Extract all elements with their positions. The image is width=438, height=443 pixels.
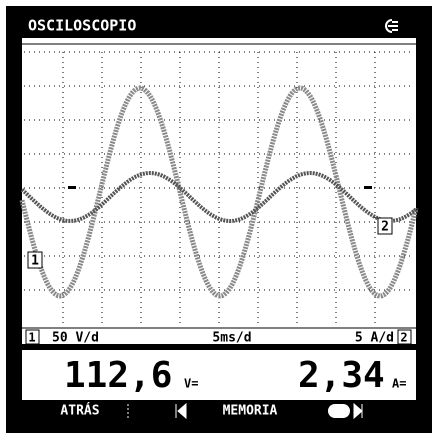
trace-1-box — [27, 251, 43, 269]
trigger-marker — [68, 186, 76, 189]
plug-icon — [385, 19, 398, 33]
current-reading: 2,34 — [298, 355, 385, 396]
readings-panel — [22, 350, 416, 400]
ch2-box — [397, 329, 412, 345]
menu-memory[interactable]: MEMORIA — [223, 404, 278, 419]
trigger-marker — [364, 186, 372, 189]
voltage-trace — [19, 85, 419, 299]
grid — [24, 51, 414, 324]
current-unit: A= — [392, 377, 406, 391]
voltage-unit: V= — [184, 377, 198, 391]
time-per-div: 5ms/d — [212, 331, 251, 346]
voltage-reading: 112,6 — [64, 355, 172, 396]
next-icon[interactable] — [353, 402, 363, 420]
memory-slot-icon — [328, 404, 350, 418]
ch2-label: 2 — [400, 331, 407, 345]
amps-per-div: 5 A/d — [355, 331, 394, 346]
current-trace — [20, 170, 418, 224]
ch1-label: 1 — [28, 331, 35, 345]
screen-title: OSCILOSCOPIO — [28, 17, 136, 35]
trace-2-box — [377, 217, 393, 235]
trace-2-label: 2 — [381, 220, 389, 235]
menu-back[interactable]: ATRÁS — [60, 403, 99, 419]
volts-per-div: 50 V/d — [52, 331, 99, 346]
ch1-box — [25, 329, 40, 345]
trace-1-label: 1 — [31, 254, 39, 269]
waveforms — [19, 85, 419, 299]
prev-icon[interactable] — [175, 402, 187, 420]
